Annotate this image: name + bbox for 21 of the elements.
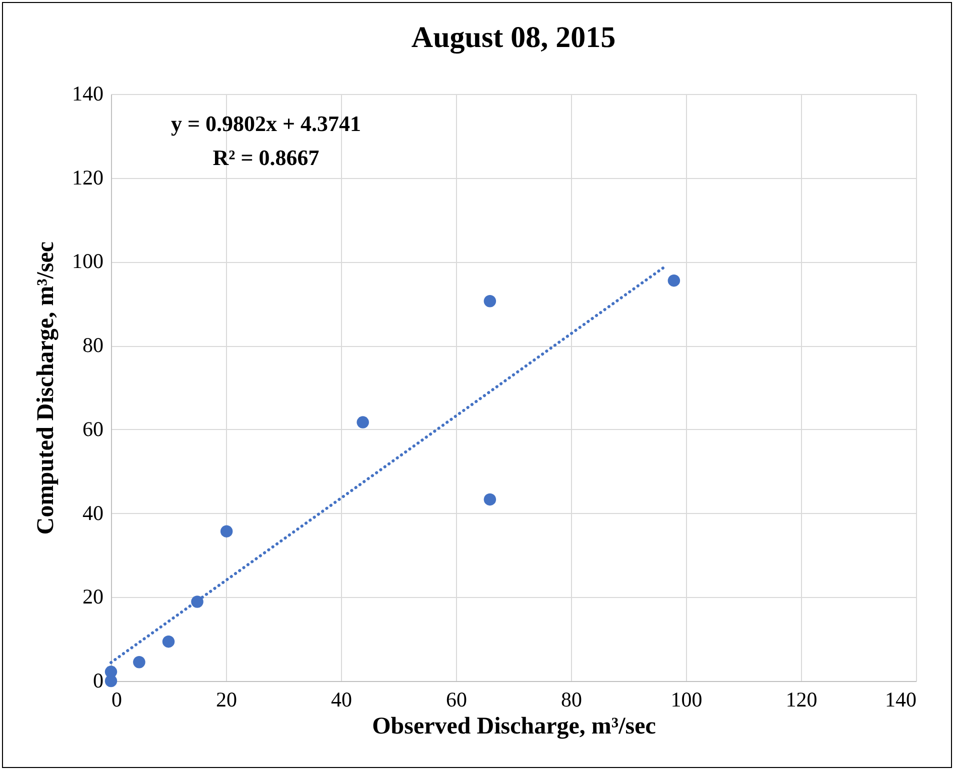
y-tick-label: 140 <box>72 82 104 106</box>
x-tick-label: 20 <box>216 688 237 712</box>
x-tick-label: 60 <box>446 688 467 712</box>
y-tick-label: 0 <box>93 668 104 692</box>
x-axis-title: Observed Discharge, m³/sec <box>372 714 656 740</box>
annotation: y = 0.9802x + 4.3741 <box>170 111 362 136</box>
x-tick-label: 0 <box>112 688 122 712</box>
y-tick-label: 40 <box>82 500 104 525</box>
x-tick-label: 80 <box>561 688 582 712</box>
chart-title: August 08, 2015 <box>411 21 616 54</box>
x-tick-label: 140 <box>885 688 916 712</box>
y-axis-title: Computed Discharge, m³/sec <box>33 241 59 535</box>
x-tick-label: 100 <box>670 688 702 712</box>
y-tick-label: 100 <box>72 249 104 274</box>
annotation: R² = 0.8667 <box>212 145 320 170</box>
y-tick-label: 20 <box>82 584 104 609</box>
x-tick-label: 120 <box>786 688 818 712</box>
x-tick-label: 40 <box>331 688 352 712</box>
y-tick-label: 80 <box>82 333 104 358</box>
y-tick-label: 120 <box>72 165 104 190</box>
y-tick-label: 60 <box>82 416 104 441</box>
